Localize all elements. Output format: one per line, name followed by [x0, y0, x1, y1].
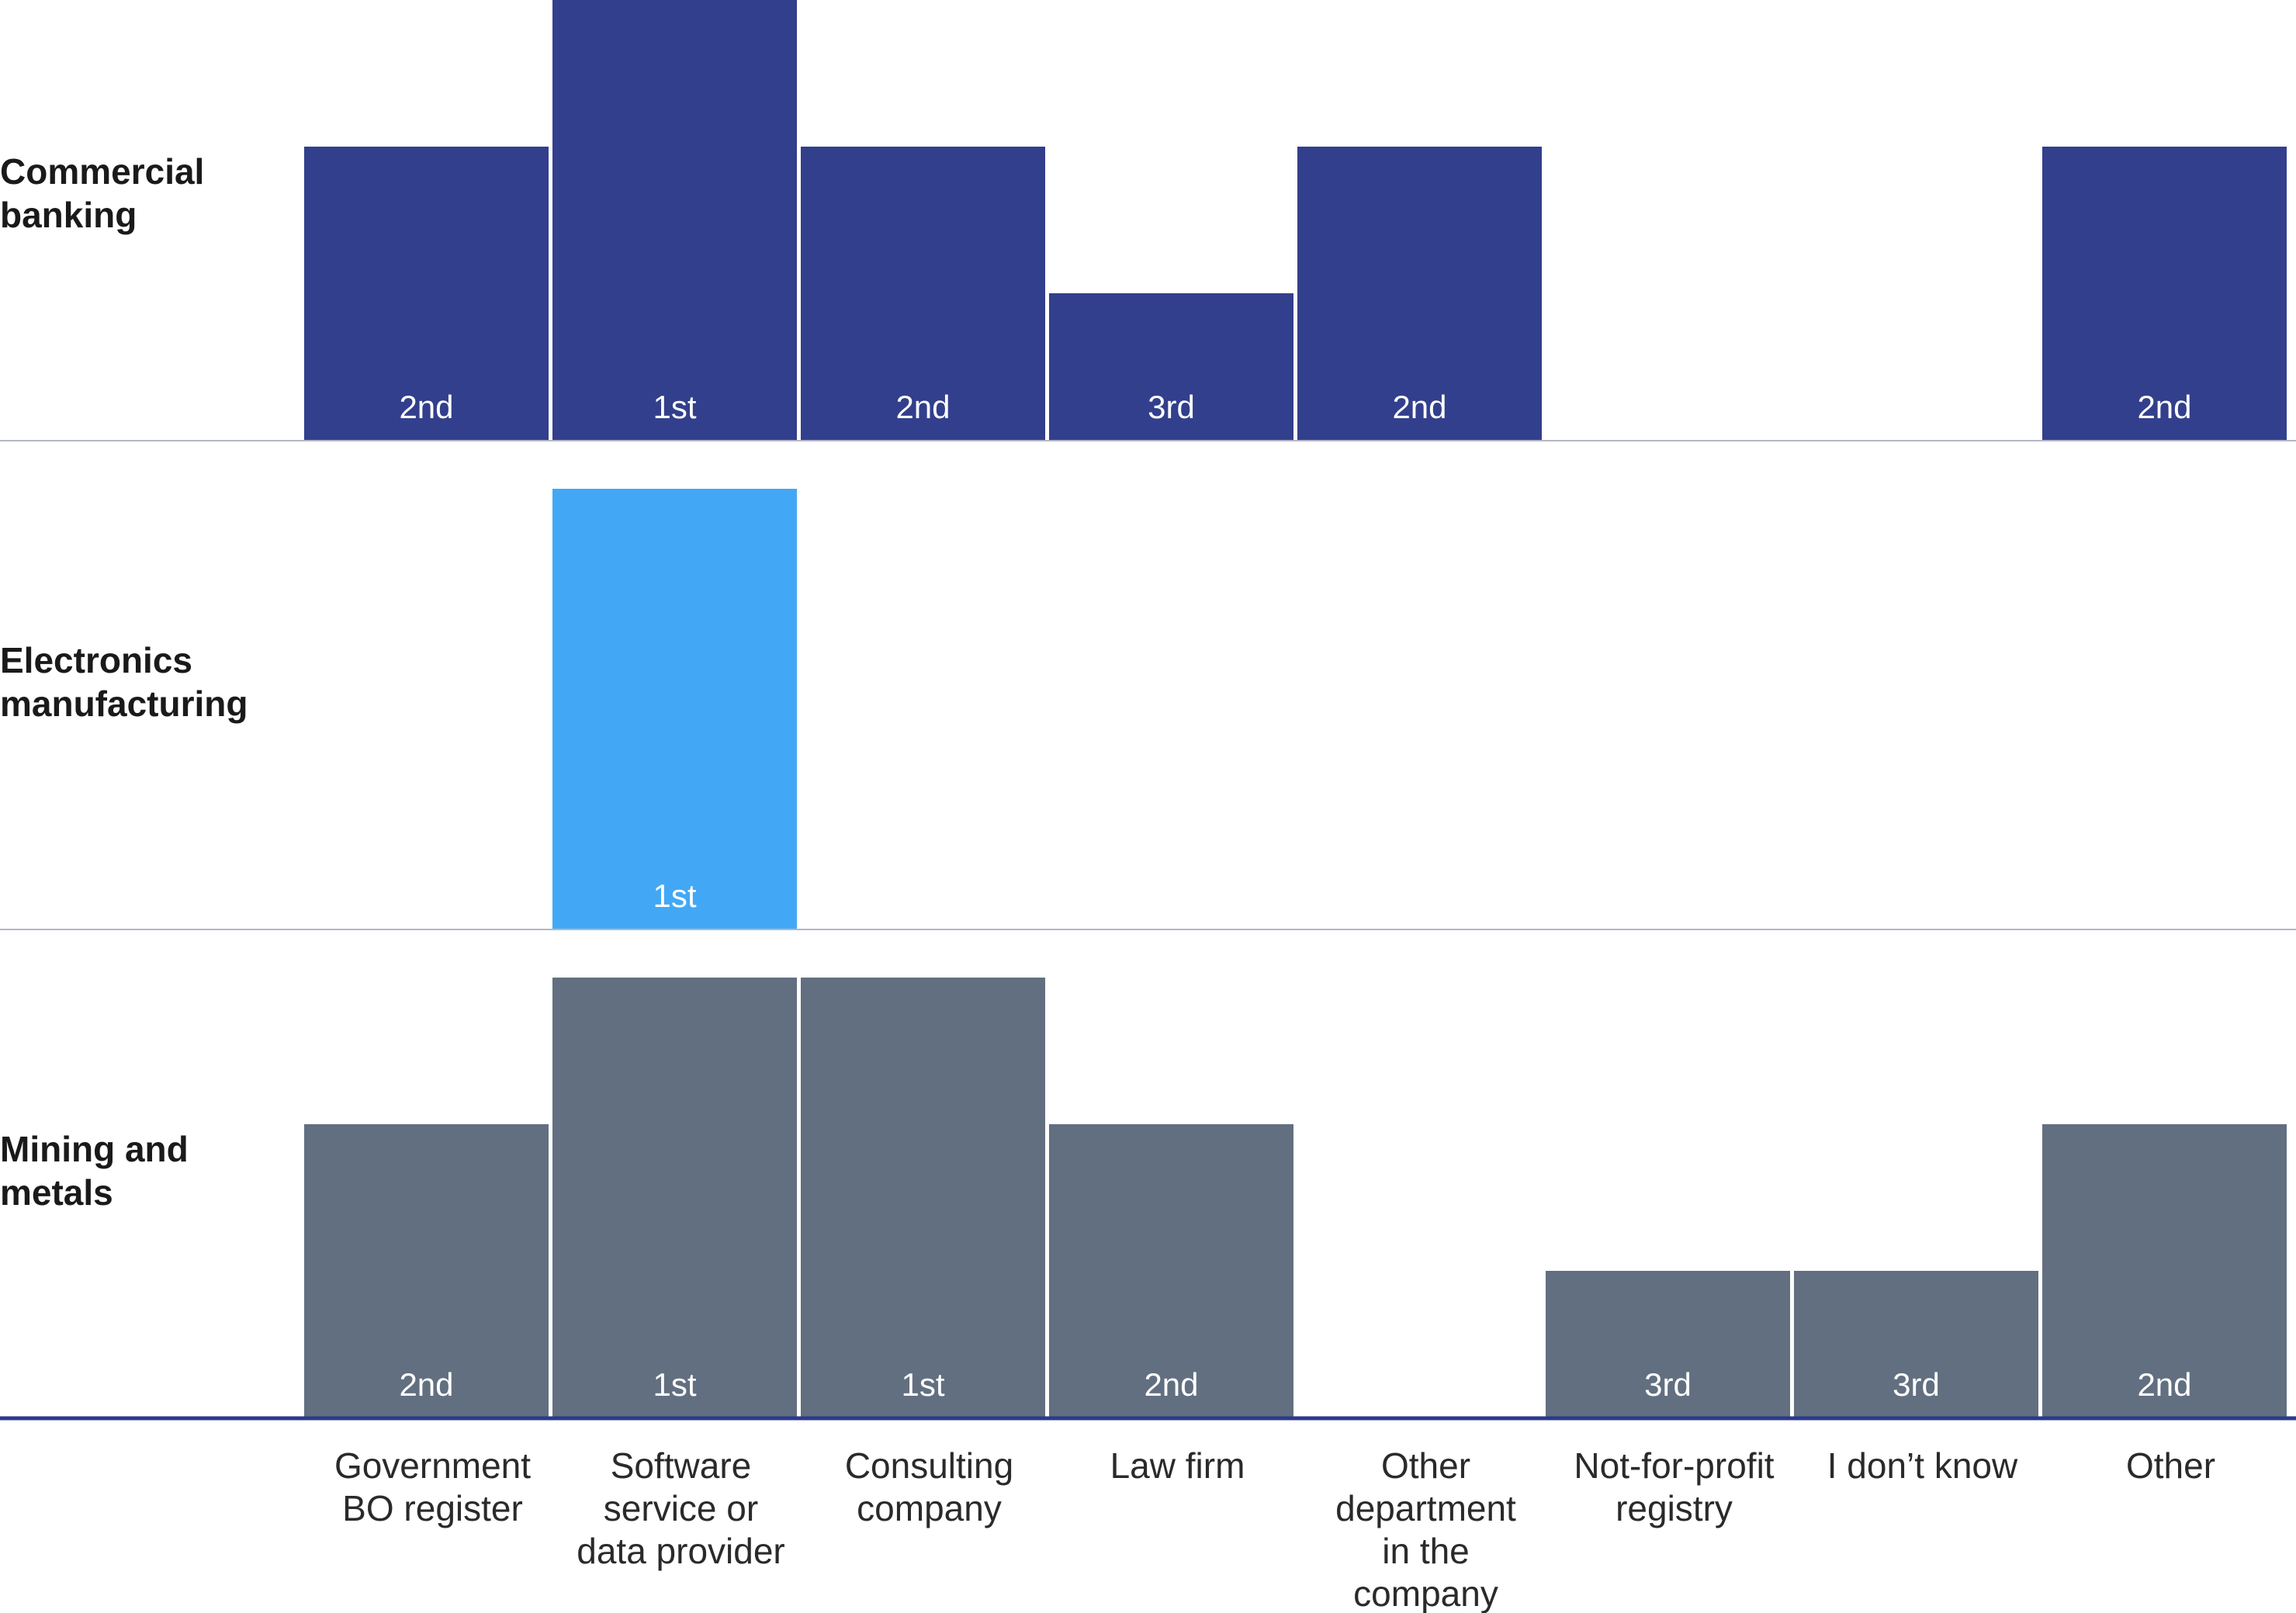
bar — [1049, 1124, 1293, 1417]
category-label-line: company — [1353, 1573, 1498, 1613]
bar — [304, 147, 549, 440]
row-label-line: Electronics — [0, 640, 192, 680]
category-label-line: Other — [1381, 1445, 1470, 1486]
bar-rank-label: 1st — [653, 389, 696, 425]
bar-rank-label: 3rd — [1893, 1366, 1940, 1403]
row-label-line: manufacturing — [0, 684, 248, 724]
bar-rank-label: 2nd — [2137, 389, 2191, 425]
bar — [552, 0, 797, 440]
category-label-line: Software — [611, 1445, 752, 1486]
row-label-line: metals — [0, 1172, 113, 1213]
bar-rank-label: 2nd — [895, 389, 950, 425]
bar-rank-label: 1st — [653, 877, 696, 914]
category-label-line: Consulting — [845, 1445, 1013, 1486]
panel-1: Electronics manufacturing 1st — [0, 489, 2296, 930]
category-label-line: department — [1335, 1488, 1516, 1528]
category-label-line: company — [857, 1488, 1002, 1528]
category-label: Software service or data provider — [577, 1445, 785, 1571]
category-label: Consulting company — [845, 1445, 1013, 1528]
category-label-line: in the — [1382, 1531, 1470, 1571]
bar-rank-label: 3rd — [1148, 389, 1195, 425]
bar — [801, 978, 1045, 1417]
category-label: Other department in the company — [1335, 1445, 1516, 1613]
category-label-line: Law firm — [1110, 1445, 1245, 1486]
row-label-line: banking — [0, 195, 137, 235]
panel-2: Mining and metals 2nd 1st 1st 2nd 3rd 3rd 2nd — [0, 978, 2296, 1421]
category-label-line: Government — [334, 1445, 531, 1486]
bar-rank-label: 2nd — [2137, 1366, 2191, 1403]
bar — [1049, 293, 1293, 440]
bar-rank-label: 2nd — [399, 1366, 453, 1403]
bar-rank-label: 2nd — [1392, 389, 1446, 425]
row-label: Commercial banking — [0, 151, 204, 235]
category-label: Government BO register — [334, 1445, 531, 1528]
bar-rank-label: 1st — [901, 1366, 944, 1403]
row-label: Mining and metals — [0, 1129, 189, 1213]
bar-rank-label: 2nd — [1144, 1366, 1198, 1403]
bar — [1297, 147, 1542, 440]
category-label-line: Other — [2126, 1445, 2215, 1486]
category-label: I don’t know — [1827, 1445, 2018, 1486]
row-label: Electronics manufacturing — [0, 640, 248, 724]
category-label-line: Not-for-profit — [1574, 1445, 1774, 1486]
bar — [801, 147, 1045, 440]
category-label: Other — [2126, 1445, 2215, 1486]
bar-rank-label: 3rd — [1644, 1366, 1692, 1403]
bar — [552, 978, 797, 1417]
bar — [552, 489, 797, 929]
bar — [1546, 1271, 1790, 1417]
bar — [1794, 1271, 2038, 1417]
category-label-line: data provider — [577, 1531, 785, 1571]
panel-0: Commercial banking 2nd 1st 2nd 3rd 2nd 2nd — [0, 0, 2296, 441]
category-label: Law firm — [1110, 1445, 1245, 1486]
row-label-line: Mining and — [0, 1129, 189, 1169]
bar-rank-label: 1st — [653, 1366, 696, 1403]
bar — [304, 1124, 549, 1417]
category-label: Not-for-profit registry — [1574, 1445, 1774, 1528]
row-label-line: Commercial — [0, 151, 204, 192]
category-label-line: service or — [604, 1488, 758, 1528]
category-label-line: BO register — [342, 1488, 523, 1528]
bar — [2042, 147, 2287, 440]
bar-rank-label: 2nd — [399, 389, 453, 425]
bar — [2042, 1124, 2287, 1417]
category-label-line: registry — [1616, 1488, 1733, 1528]
category-label-line: I don’t know — [1827, 1445, 2018, 1486]
